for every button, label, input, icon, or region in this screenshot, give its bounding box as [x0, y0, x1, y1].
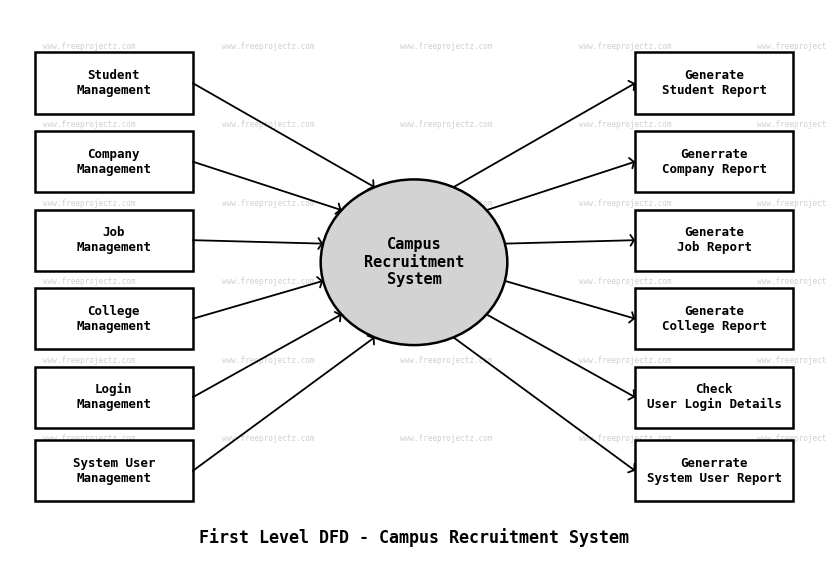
FancyBboxPatch shape — [634, 288, 792, 349]
Text: www.freeprojectz.com: www.freeprojectz.com — [43, 277, 136, 287]
Text: www.freeprojectz.com: www.freeprojectz.com — [43, 356, 136, 365]
Text: www.freeprojectz.com: www.freeprojectz.com — [578, 277, 671, 287]
Text: Company
Management: Company Management — [76, 148, 151, 175]
Text: Generate
College Report: Generate College Report — [661, 305, 766, 333]
Text: www.freeprojectz.com: www.freeprojectz.com — [222, 356, 313, 365]
FancyBboxPatch shape — [151, 516, 676, 558]
Text: www.freeprojectz.com: www.freeprojectz.com — [399, 42, 492, 51]
Text: Generate
Job Report: Generate Job Report — [676, 226, 751, 254]
FancyBboxPatch shape — [634, 440, 792, 501]
Text: www.freeprojectz.com: www.freeprojectz.com — [43, 199, 136, 208]
Text: www.freeprojectz.com: www.freeprojectz.com — [222, 42, 313, 51]
Text: www.freeprojectz.com: www.freeprojectz.com — [399, 120, 492, 129]
FancyBboxPatch shape — [35, 52, 193, 114]
Text: Job
Management: Job Management — [76, 226, 151, 254]
Text: www.freeprojectz.com: www.freeprojectz.com — [399, 277, 492, 287]
FancyBboxPatch shape — [35, 367, 193, 428]
Text: System User
Management: System User Management — [73, 457, 155, 485]
Text: www.freeprojectz.com: www.freeprojectz.com — [578, 199, 671, 208]
Text: www.freeprojectz.com: www.freeprojectz.com — [578, 120, 671, 129]
Text: Generrate
System User Report: Generrate System User Report — [646, 457, 781, 485]
Text: Generate
Student Report: Generate Student Report — [661, 69, 766, 97]
FancyBboxPatch shape — [35, 288, 193, 349]
Text: www.freeprojectz.com: www.freeprojectz.com — [43, 42, 136, 51]
Text: www.freeprojectz.com: www.freeprojectz.com — [757, 434, 827, 443]
Text: First Level DFD - Campus Recruitment System: First Level DFD - Campus Recruitment Sys… — [198, 527, 629, 547]
Text: www.freeprojectz.com: www.freeprojectz.com — [757, 356, 827, 365]
Text: Campus
Recruitment
System: Campus Recruitment System — [363, 237, 464, 287]
Text: www.freeprojectz.com: www.freeprojectz.com — [757, 199, 827, 208]
Text: www.freeprojectz.com: www.freeprojectz.com — [757, 120, 827, 129]
Text: www.freeprojectz.com: www.freeprojectz.com — [399, 434, 492, 443]
Text: www.freeprojectz.com: www.freeprojectz.com — [399, 199, 492, 208]
Text: Generrate
Company Report: Generrate Company Report — [661, 148, 766, 175]
Text: College
Management: College Management — [76, 305, 151, 333]
FancyBboxPatch shape — [634, 52, 792, 114]
Text: www.freeprojectz.com: www.freeprojectz.com — [578, 356, 671, 365]
Text: www.freeprojectz.com: www.freeprojectz.com — [43, 120, 136, 129]
FancyBboxPatch shape — [634, 209, 792, 271]
FancyBboxPatch shape — [634, 131, 792, 192]
Text: Login
Management: Login Management — [76, 383, 151, 411]
Text: www.freeprojectz.com: www.freeprojectz.com — [578, 434, 671, 443]
Text: www.freeprojectz.com: www.freeprojectz.com — [222, 199, 313, 208]
FancyBboxPatch shape — [35, 209, 193, 271]
Text: www.freeprojectz.com: www.freeprojectz.com — [757, 277, 827, 287]
FancyBboxPatch shape — [35, 131, 193, 192]
Text: Check
User Login Details: Check User Login Details — [646, 383, 781, 411]
Text: www.freeprojectz.com: www.freeprojectz.com — [222, 277, 313, 287]
Ellipse shape — [320, 179, 507, 345]
FancyBboxPatch shape — [634, 367, 792, 428]
Text: www.freeprojectz.com: www.freeprojectz.com — [757, 42, 827, 51]
Text: Student
Management: Student Management — [76, 69, 151, 97]
Text: www.freeprojectz.com: www.freeprojectz.com — [399, 356, 492, 365]
FancyBboxPatch shape — [35, 440, 193, 501]
Text: www.freeprojectz.com: www.freeprojectz.com — [222, 434, 313, 443]
Text: www.freeprojectz.com: www.freeprojectz.com — [43, 434, 136, 443]
Text: www.freeprojectz.com: www.freeprojectz.com — [222, 120, 313, 129]
Text: www.freeprojectz.com: www.freeprojectz.com — [578, 42, 671, 51]
